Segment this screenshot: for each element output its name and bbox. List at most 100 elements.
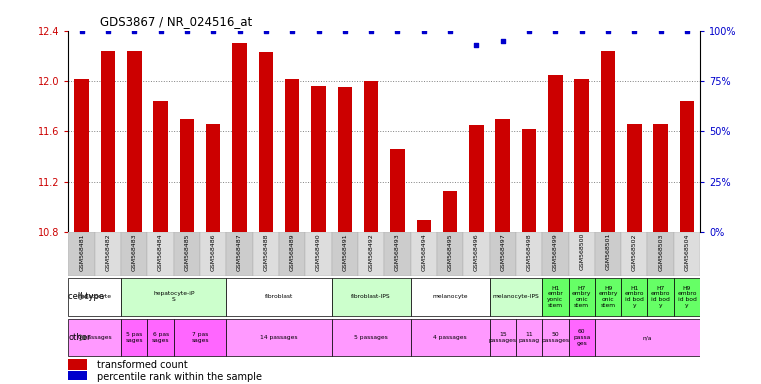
Bar (568, 278, 595, 316)
Text: 15
passages: 15 passages (489, 332, 517, 343)
Bar (595, 232, 621, 276)
Text: GSM568492: GSM568492 (368, 233, 374, 271)
Bar (121, 232, 148, 276)
Point (128, 28, 140, 34)
Text: H7
embry
onic
stem: H7 embry onic stem (572, 286, 591, 308)
Bar (305, 232, 332, 276)
Text: H1
embr
yonic
stem: H1 embr yonic stem (547, 286, 563, 308)
Text: GSM568494: GSM568494 (422, 233, 426, 271)
Point (181, 28, 193, 34)
Bar (127, 51, 142, 232)
Bar (463, 232, 489, 276)
Text: GSM568485: GSM568485 (184, 233, 189, 271)
Bar (621, 278, 648, 316)
Text: GDS3867 / NR_024516_at: GDS3867 / NR_024516_at (100, 15, 253, 28)
Bar (680, 101, 694, 232)
Bar (174, 319, 227, 356)
Bar (121, 278, 227, 316)
Bar (648, 278, 673, 316)
Point (207, 28, 219, 34)
Bar (285, 79, 299, 232)
Text: GSM568489: GSM568489 (290, 233, 295, 271)
Text: 5 pas
sages: 5 pas sages (126, 332, 143, 343)
Bar (148, 232, 174, 276)
Bar (279, 232, 305, 276)
Bar (654, 124, 668, 232)
Text: 5 passages: 5 passages (355, 335, 388, 340)
Point (575, 28, 587, 34)
Bar (648, 232, 673, 276)
Bar (437, 232, 463, 276)
Text: 60
passa
ges: 60 passa ges (573, 329, 591, 346)
Text: melanocyte: melanocyte (432, 294, 468, 299)
Text: GSM568498: GSM568498 (527, 233, 531, 271)
Text: GSM568499: GSM568499 (553, 233, 558, 271)
Bar (516, 232, 542, 276)
Point (602, 28, 614, 34)
Bar (673, 232, 700, 276)
Point (260, 28, 272, 34)
Text: H9
embry
onic
stem: H9 embry onic stem (598, 286, 618, 308)
Text: GSM568493: GSM568493 (395, 233, 400, 271)
Bar (522, 129, 537, 232)
Text: GSM568502: GSM568502 (632, 233, 637, 271)
Text: transformed count: transformed count (97, 360, 188, 370)
Bar (148, 319, 174, 356)
Bar (568, 319, 595, 356)
Bar (358, 232, 384, 276)
Text: melanocyte-IPS: melanocyte-IPS (492, 294, 540, 299)
Point (313, 28, 325, 34)
Bar (68, 371, 88, 382)
Bar (600, 51, 615, 232)
Bar (673, 278, 700, 316)
Bar (227, 278, 332, 316)
Text: percentile rank within the sample: percentile rank within the sample (97, 372, 262, 382)
Text: GSM568488: GSM568488 (263, 233, 269, 271)
Text: GSM568504: GSM568504 (684, 233, 689, 271)
Bar (411, 319, 489, 356)
Text: GSM568496: GSM568496 (474, 233, 479, 271)
Text: 6 pas
sages: 6 pas sages (152, 332, 170, 343)
Point (470, 42, 482, 48)
Point (681, 28, 693, 34)
Text: H9
embro
id bod
y: H9 embro id bod y (677, 286, 697, 308)
Bar (95, 232, 121, 276)
Bar (332, 278, 411, 316)
Bar (443, 190, 457, 232)
Bar (390, 149, 405, 232)
Bar (489, 319, 516, 356)
Bar (200, 232, 227, 276)
Bar (174, 232, 200, 276)
Text: GSM568501: GSM568501 (606, 233, 610, 270)
Bar (68, 359, 88, 370)
Bar (332, 232, 358, 276)
Bar (621, 232, 648, 276)
Text: GSM568481: GSM568481 (79, 233, 84, 271)
Text: hepatocyte-iP
S: hepatocyte-iP S (153, 291, 195, 302)
Point (444, 28, 456, 34)
Bar (384, 232, 411, 276)
Point (497, 38, 509, 44)
Point (102, 28, 114, 34)
Bar (495, 119, 510, 232)
Bar (568, 232, 595, 276)
Point (418, 28, 430, 34)
Point (339, 28, 351, 34)
Text: GSM568487: GSM568487 (237, 233, 242, 271)
Point (391, 28, 403, 34)
Text: GSM568500: GSM568500 (579, 233, 584, 270)
Point (549, 28, 562, 34)
Bar (259, 52, 273, 232)
Bar (338, 88, 352, 232)
Point (654, 28, 667, 34)
Text: 11
passag: 11 passag (518, 332, 540, 343)
Bar (100, 51, 115, 232)
Bar (68, 232, 95, 276)
Text: 50
passages: 50 passages (541, 332, 569, 343)
Text: 4 passages: 4 passages (433, 335, 467, 340)
Text: other: other (68, 333, 91, 342)
Text: GSM568483: GSM568483 (132, 233, 137, 271)
Point (629, 28, 641, 34)
Bar (411, 232, 437, 276)
Bar (154, 101, 168, 232)
